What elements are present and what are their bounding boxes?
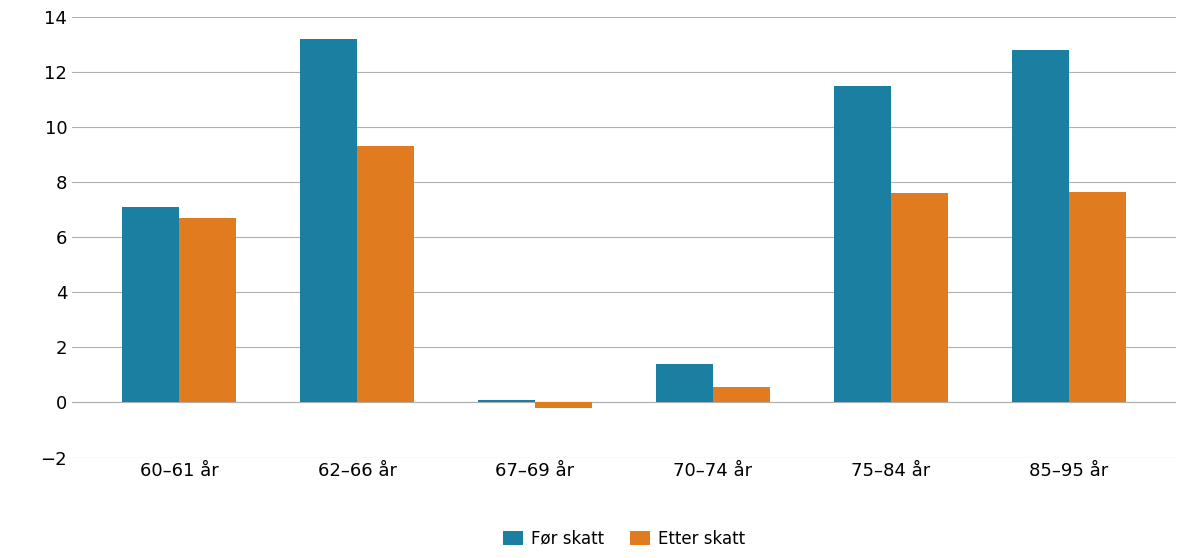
- Bar: [300, 39, 358, 402]
- Bar: [1012, 50, 1069, 402]
- Bar: [478, 400, 535, 402]
- Bar: [834, 85, 890, 402]
- Bar: [122, 207, 179, 402]
- Bar: [535, 402, 592, 408]
- Bar: [890, 193, 948, 402]
- Bar: [1069, 192, 1126, 402]
- Bar: [179, 218, 236, 402]
- Legend: Før skatt, Etter skatt: Før skatt, Etter skatt: [497, 523, 751, 555]
- Bar: [656, 364, 713, 402]
- Bar: [358, 146, 414, 402]
- Bar: [713, 387, 770, 402]
